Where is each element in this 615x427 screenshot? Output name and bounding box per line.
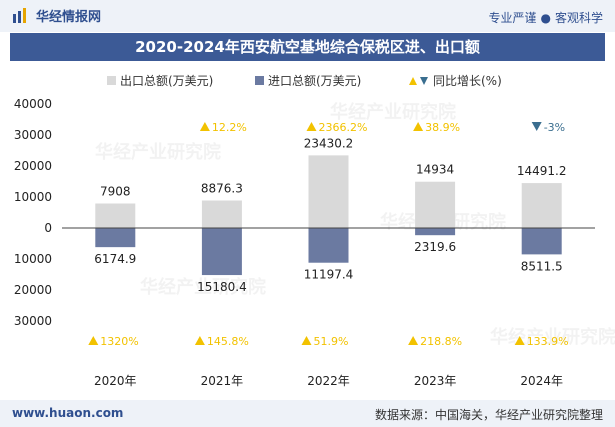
import-value-label: 11197.4 <box>304 268 354 282</box>
tagline-separator: ● <box>540 11 551 25</box>
import-growth-label: 1320% <box>100 335 138 348</box>
import-growth-label: 218.8% <box>420 335 462 348</box>
import-growth-marker: 145.8% <box>194 335 249 348</box>
import-growth-marker: 51.9% <box>301 335 349 348</box>
y-tick-label: 20000 <box>14 159 52 173</box>
y-tick-label: 30000 <box>14 128 52 142</box>
x-tick-label: 2022年 <box>307 374 350 388</box>
bar-import <box>308 228 349 263</box>
up-triangle-icon <box>413 122 424 131</box>
watermark-text: 华经产业研究院 <box>140 276 266 298</box>
up-triangle-icon <box>514 336 525 345</box>
import-growth-label: 51.9% <box>314 335 349 348</box>
legend-up-triangle <box>409 77 417 85</box>
brand-logo-icon <box>13 7 26 23</box>
export-value-label: 14491.2 <box>517 164 567 178</box>
legend-swatch <box>255 76 264 85</box>
import-value-label: 15180.4 <box>197 280 247 294</box>
legend-swatch <box>107 76 116 85</box>
x-axis: 2020年 2021年 2022年 2023年 2024年 <box>94 374 563 388</box>
brand-name: 华经情报网 <box>36 10 102 25</box>
up-triangle-icon <box>301 336 312 345</box>
import-value-label: 8511.5 <box>521 259 563 273</box>
legend-item: 出口总额(万美元) <box>107 74 213 88</box>
tagline-left: 专业严谨 <box>488 11 537 25</box>
bar-import <box>521 228 562 255</box>
bar-export <box>415 181 456 228</box>
up-triangle-icon <box>88 336 99 345</box>
import-growth-marker: 1320% <box>88 335 139 348</box>
up-triangle-icon <box>408 336 419 345</box>
export-growth-marker: 2366.2% <box>306 121 368 134</box>
tagline: 专业严谨 ● 客观科学 <box>488 9 603 26</box>
data-labels: 7908 6174.9 8876.3 15180.4 23430.2 11197.4 149… <box>94 136 566 294</box>
chart-title: 2020-2024年西安航空基地综合保税区进、出口额 <box>10 33 605 61</box>
down-triangle-icon <box>531 122 542 131</box>
bar-import <box>201 228 242 276</box>
footer-source: 数据来源：中国海关，华经产业研究院整理 <box>374 408 603 422</box>
export-growth-label: -3% <box>544 121 565 134</box>
y-tick-label: 40000 <box>14 97 52 111</box>
watermark-text: 华经产业研究院 <box>330 101 456 123</box>
bar-import <box>415 228 456 236</box>
y-tick-label: 20000 <box>14 283 52 297</box>
export-growth-marker: -3% <box>531 121 565 134</box>
legend-item: 进口总额(万美元) <box>255 74 361 88</box>
export-growth-label: 38.9% <box>425 121 460 134</box>
tagline-right: 客观科学 <box>554 11 603 25</box>
bars <box>95 155 562 276</box>
export-value-label: 8876.3 <box>201 181 243 195</box>
x-tick-label: 2020年 <box>94 374 137 388</box>
x-tick-label: 2024年 <box>520 374 563 388</box>
export-growth-marker: 12.2% <box>199 121 247 134</box>
footer-website: www.huaon.com <box>12 406 124 420</box>
watermark-text: 华经产业研究院 <box>95 141 221 163</box>
bar-import <box>95 228 136 248</box>
export-value-label: 7908 <box>100 184 131 198</box>
legend-item: 同比增长(%) <box>409 74 502 88</box>
y-tick-label: 30000 <box>14 314 52 328</box>
import-growth-label: 145.8% <box>207 335 249 348</box>
export-growth-label: 2366.2% <box>319 121 368 134</box>
legend-label: 同比增长(%) <box>433 74 502 88</box>
y-tick-label: 10000 <box>14 190 52 204</box>
up-triangle-icon <box>194 336 205 345</box>
export-value-label: 23430.2 <box>304 136 354 150</box>
y-axis: 40000 30000 20000 10000 0 10000 20000 30000 <box>14 97 52 328</box>
export-growth-label: 12.2% <box>212 121 247 134</box>
y-tick-label: 10000 <box>14 252 52 266</box>
legend-label: 出口总额(万美元) <box>120 74 213 88</box>
import-growth-marker: 218.8% <box>408 335 462 348</box>
legend: 出口总额(万美元) 进口总额(万美元) 同比增长(%) <box>107 74 502 88</box>
import-growth-marker: 133.9% <box>514 335 569 348</box>
bar-export <box>95 203 136 228</box>
up-triangle-icon <box>199 122 210 131</box>
x-tick-label: 2021年 <box>201 374 244 388</box>
growth-labels: 1320% 12.2% 145.8% 2366.2% 51.9% 38.9% 218.8% -… <box>88 121 569 348</box>
import-growth-label: 133.9% <box>527 335 569 348</box>
top-bar: 华经情报网 专业严谨 ● 客观科学 <box>0 0 615 32</box>
bar-export <box>201 200 242 228</box>
x-tick-label: 2023年 <box>414 374 457 388</box>
chart: 华经产业研究院华经产业研究院华经产业研究院华经产业研究院华经产业研究院 出口总额… <box>14 74 615 388</box>
y-tick-label: 0 <box>44 221 52 235</box>
bar-export <box>308 155 349 228</box>
import-value-label: 6174.9 <box>94 252 136 266</box>
brand: 华经情报网 <box>12 6 101 25</box>
legend-label: 进口总额(万美元) <box>268 74 361 88</box>
export-growth-marker: 38.9% <box>413 121 460 134</box>
footer: www.huaon.com 数据来源：中国海关，华经产业研究院整理 <box>0 400 615 427</box>
bar-export <box>521 183 562 228</box>
import-value-label: 2319.6 <box>414 240 456 254</box>
up-triangle-icon <box>306 122 317 131</box>
legend-down-triangle <box>420 77 428 85</box>
export-value-label: 14934 <box>416 163 454 177</box>
